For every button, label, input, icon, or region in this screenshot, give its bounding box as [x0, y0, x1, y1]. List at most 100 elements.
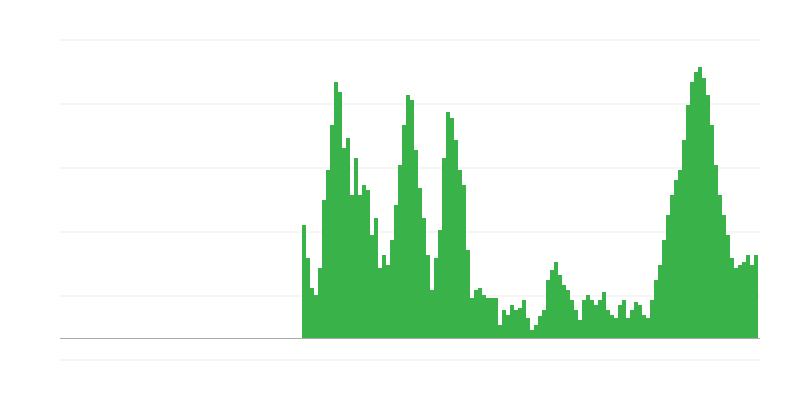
bar	[606, 310, 610, 338]
bar	[318, 268, 322, 338]
bar	[598, 300, 602, 338]
bar	[530, 330, 534, 338]
bar	[614, 318, 618, 338]
bar	[346, 138, 350, 338]
bar	[590, 300, 594, 338]
bar	[366, 190, 370, 338]
bar	[754, 255, 758, 338]
bar	[542, 310, 546, 338]
bar	[746, 255, 750, 338]
bar	[722, 215, 726, 338]
bar	[534, 325, 538, 338]
bar	[710, 125, 714, 338]
bar	[698, 67, 702, 338]
bar	[458, 170, 462, 338]
bar	[414, 150, 418, 338]
bar	[374, 218, 378, 338]
bar	[406, 95, 410, 338]
bar	[454, 140, 458, 338]
bar	[658, 265, 662, 338]
bar	[442, 158, 446, 338]
bar	[622, 300, 626, 338]
bars	[302, 67, 758, 338]
bar	[626, 318, 630, 338]
bar	[654, 280, 658, 338]
bar	[634, 302, 638, 338]
bar	[602, 292, 606, 338]
bar	[426, 255, 430, 338]
bar	[670, 195, 674, 338]
bar	[718, 195, 722, 338]
bar	[522, 300, 526, 338]
bar	[586, 295, 590, 338]
bar	[402, 125, 406, 338]
bar	[526, 318, 530, 338]
bar	[390, 240, 394, 338]
bar	[502, 310, 506, 338]
bar	[638, 305, 642, 338]
bar	[302, 225, 306, 338]
bar	[554, 262, 558, 338]
bar	[726, 235, 730, 338]
bar	[326, 170, 330, 338]
bar	[678, 170, 682, 338]
bar	[314, 295, 318, 338]
bar	[498, 325, 502, 338]
bar	[570, 300, 574, 338]
bar	[674, 180, 678, 338]
bar	[630, 310, 634, 338]
bar	[682, 140, 686, 338]
bar	[350, 195, 354, 338]
bar	[690, 82, 694, 338]
bar	[370, 235, 374, 338]
bar	[538, 316, 542, 338]
bar	[610, 315, 614, 338]
bar	[702, 78, 706, 338]
bar	[562, 285, 566, 338]
bar	[510, 305, 514, 338]
bar	[398, 165, 402, 338]
bar	[558, 275, 562, 338]
bar	[750, 265, 754, 338]
bar	[422, 218, 426, 338]
bar	[378, 268, 382, 338]
bar	[582, 300, 586, 338]
bar	[434, 258, 438, 338]
bar	[618, 305, 622, 338]
bar	[418, 188, 422, 338]
bar	[578, 320, 582, 338]
bar	[354, 158, 358, 338]
bar	[462, 185, 466, 338]
bar	[642, 315, 646, 338]
bar	[358, 195, 362, 338]
bar	[490, 298, 494, 338]
bar	[306, 258, 310, 338]
bar	[694, 72, 698, 338]
bar	[362, 185, 366, 338]
bar	[662, 240, 666, 338]
bar	[650, 300, 654, 338]
bar	[686, 105, 690, 338]
bar	[342, 148, 346, 338]
bar	[330, 125, 334, 338]
bar	[714, 165, 718, 338]
bar	[474, 290, 478, 338]
bar	[730, 258, 734, 338]
bar	[394, 205, 398, 338]
bar	[450, 118, 454, 338]
bar	[338, 92, 342, 338]
bar	[594, 305, 598, 338]
bar	[738, 265, 742, 338]
bar	[478, 288, 482, 338]
bar	[494, 298, 498, 338]
bar	[334, 82, 338, 338]
bar	[546, 280, 550, 338]
bar	[566, 290, 570, 338]
bar	[466, 250, 470, 338]
bar	[486, 298, 490, 338]
bar	[446, 112, 450, 338]
bar	[734, 268, 738, 338]
bar	[506, 315, 510, 338]
bar	[386, 265, 390, 338]
